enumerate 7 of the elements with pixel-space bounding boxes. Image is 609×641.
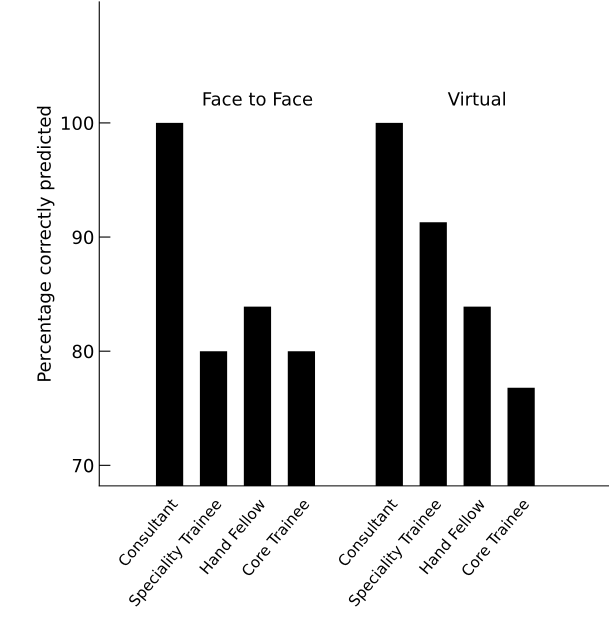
y-tick-label: 70 — [72, 458, 94, 472]
y-axis-title: Percentage correctly predicted — [36, 106, 54, 381]
annotation: Face to Face — [204, 92, 312, 106]
annotation: Virtual — [448, 92, 505, 106]
y-tick-label: 100 — [62, 116, 94, 130]
y-tick-label: 90 — [72, 230, 94, 244]
y-tick-label: 80 — [72, 344, 94, 358]
